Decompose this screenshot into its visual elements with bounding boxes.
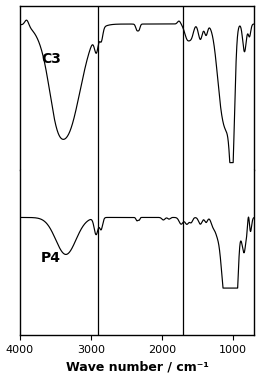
X-axis label: Wave number / cm⁻¹: Wave number / cm⁻¹ bbox=[66, 360, 209, 373]
Text: P4: P4 bbox=[41, 251, 61, 265]
Text: C3: C3 bbox=[41, 52, 61, 66]
